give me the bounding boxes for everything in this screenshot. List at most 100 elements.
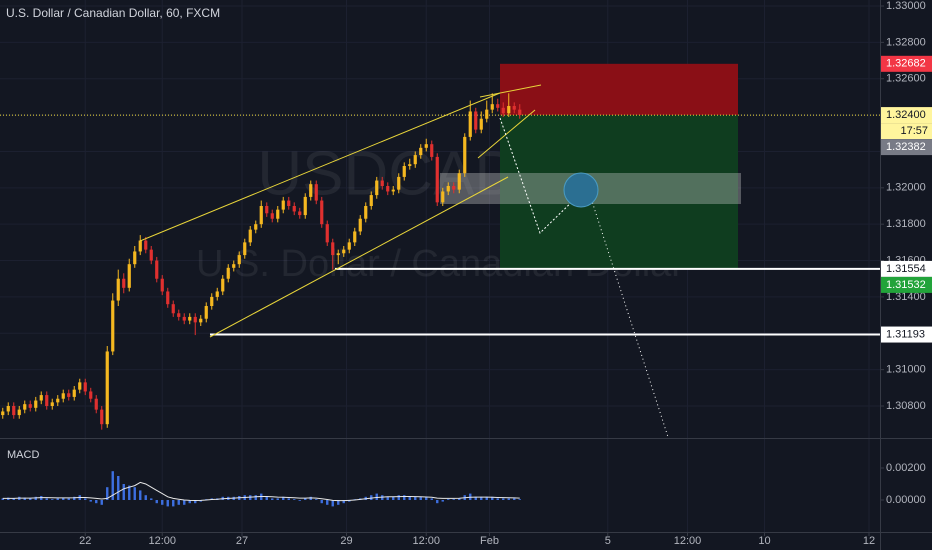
macd-bar [397,495,400,500]
candle-body [369,195,373,206]
candle-body [232,264,236,268]
candle-body [463,136,467,174]
macd-bar [84,498,87,500]
candle-body [111,300,115,352]
price-label-box [881,55,932,72]
macd-bar [183,500,186,505]
macd-bar [452,499,455,500]
y-tick-label: 1.32000 [886,182,926,194]
x-tick-label: 12:00 [674,535,702,547]
price-label: 1.31532 [886,279,926,291]
macd-bar [188,500,191,504]
candle-body [292,206,296,212]
macd-bar [491,496,494,500]
candle-body [105,351,109,425]
macd-bar [51,499,54,500]
macd-bar [342,500,345,504]
candle-body [204,306,208,319]
y-tick-label: 0.00200 [886,462,926,474]
price-label-box [881,260,932,277]
macd-bar [408,496,411,500]
candle-body [182,316,186,321]
channel-top [139,92,501,242]
target-zone [500,115,738,269]
x-tick-label: 5 [605,535,611,547]
candle-body [122,278,126,288]
candle-body [430,144,434,157]
candle-body [259,206,263,225]
candle-body [171,304,175,314]
candle-body [160,278,164,292]
macd-bar [254,495,257,500]
macd-bar [62,497,65,500]
y-tick-label: 1.31800 [886,218,926,230]
candle-body [144,240,148,250]
macd-bar [122,484,125,500]
chart-title: U.S. Dollar / Canadian Dollar, 60, FXCM [6,6,220,20]
macd-bar [414,496,417,500]
macd-bar [144,495,147,500]
macd-bar [403,495,406,500]
candle-body [270,213,274,219]
macd-bar [430,498,433,500]
macd-bar [194,500,197,504]
price-label-box [881,326,932,343]
candle-body [309,184,313,197]
x-tick-label: 27 [236,535,248,547]
wedge-bottom [477,109,536,159]
macd-bar [161,500,164,505]
candle-body [94,398,98,410]
macd-bar [67,498,70,500]
candle-body [325,224,329,243]
candle-body [457,173,461,190]
macd-bar [89,500,92,502]
macd-bar [337,500,340,505]
macd-bar [304,498,307,500]
candle-body [23,404,27,410]
x-tick-label: 22 [79,535,91,547]
candle-body [149,249,153,261]
countdown-label-box [881,123,932,140]
candle-body [336,253,340,256]
axes: 1.330001.328001.326001.324001.322001.320… [79,0,932,547]
candle-body [50,402,54,406]
candle-body [452,186,456,190]
macd-bar [502,498,505,500]
candle-body [133,251,137,265]
macd-bar [458,498,461,500]
macd-bar [480,496,483,500]
candle-body [331,242,335,256]
candle-body [221,278,225,292]
macd-bar [293,499,296,500]
candle-body [468,111,472,137]
macd-bar [276,498,279,500]
candle-body [237,255,241,265]
candle-body [397,176,401,190]
candle-body [89,391,93,399]
macd-bar [106,487,109,500]
x-tick-label: 29 [340,535,352,547]
candle-body [298,211,302,216]
macd-bar [326,500,329,505]
macd-bar [150,498,153,500]
y-tick-label: 0.00000 [886,494,926,506]
y-tick-label: 1.30800 [886,400,926,412]
macd-bar [485,496,488,500]
macd-bar [282,496,285,500]
macd-bar [172,500,175,507]
candle-body [303,196,307,216]
candle-body [28,404,32,408]
candle-body [67,393,71,397]
candle-body [446,186,450,192]
macd-bar [496,498,499,500]
price-label: 1.32382 [886,141,926,153]
macd-bar [392,496,395,500]
countdown-label: 17:57 [900,125,928,137]
candle-body [490,104,494,110]
macd-bar [425,496,428,500]
macd-bar [111,471,114,500]
macd-bar [518,499,521,500]
y-tick-label: 1.32600 [886,73,926,85]
candle-body [314,184,318,201]
candle-body [507,106,511,114]
